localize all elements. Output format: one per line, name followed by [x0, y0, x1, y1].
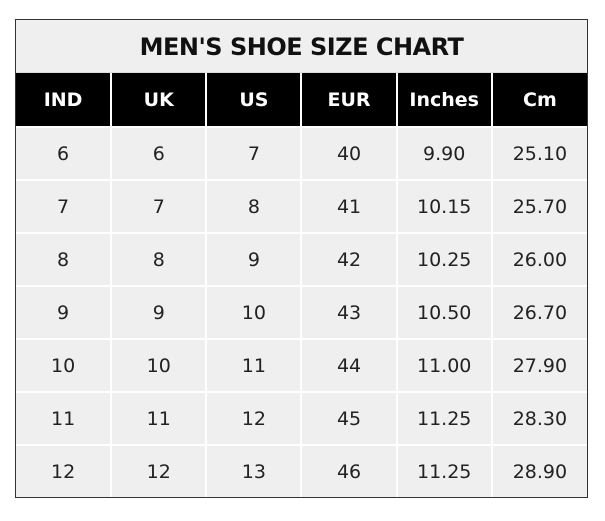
cell-uk: 6	[110, 126, 208, 181]
chart-title: MEN'S SHOE SIZE CHART	[16, 20, 587, 73]
cell-cm: 26.00	[490, 232, 587, 287]
cell-eur: 43	[300, 285, 398, 340]
column-header-ind: IND	[16, 73, 113, 127]
cell-ind: 6	[16, 126, 113, 181]
cell-eur: 45	[300, 391, 398, 446]
cell-us: 10	[205, 285, 303, 340]
column-header-eur: EUR	[300, 73, 398, 127]
cell-ind: 12	[16, 444, 113, 497]
cell-inches: 10.50	[395, 285, 493, 340]
cell-eur: 44	[300, 338, 398, 393]
cell-inches: 9.90	[395, 126, 493, 181]
cell-cm: 28.90	[490, 444, 587, 497]
size-chart: MEN'S SHOE SIZE CHART IND UK US EUR Inches Cm…	[15, 19, 588, 498]
column-header-inches: Inches	[395, 73, 493, 127]
cell-eur: 46	[300, 444, 398, 497]
cell-inches: 10.25	[395, 232, 493, 287]
column-header-uk: UK	[110, 73, 208, 127]
cell-uk: 8	[110, 232, 208, 287]
cell-inches: 10.15	[395, 179, 493, 234]
cell-ind: 9	[16, 285, 113, 340]
cell-inches: 11.00	[395, 338, 493, 393]
cell-us: 13	[205, 444, 303, 497]
table-row: 10 10 11 44 11.00 27.90	[16, 338, 587, 393]
column-header-cm: Cm	[490, 73, 587, 127]
cell-uk: 9	[110, 285, 208, 340]
table-row: 12 12 13 46 11.25 28.90	[16, 444, 587, 497]
cell-inches: 11.25	[395, 391, 493, 446]
cell-us: 12	[205, 391, 303, 446]
table-row: 6 6 7 40 9.90 25.10	[16, 126, 587, 181]
cell-ind: 11	[16, 391, 113, 446]
table-row: 8 8 9 42 10.25 26.00	[16, 232, 587, 287]
cell-eur: 42	[300, 232, 398, 287]
table-row: 7 7 8 41 10.15 25.70	[16, 179, 587, 234]
cell-cm: 28.30	[490, 391, 587, 446]
cell-us: 7	[205, 126, 303, 181]
column-header-us: US	[205, 73, 303, 127]
cell-ind: 8	[16, 232, 113, 287]
cell-inches: 11.25	[395, 444, 493, 497]
cell-eur: 40	[300, 126, 398, 181]
cell-uk: 11	[110, 391, 208, 446]
header-row: IND UK US EUR Inches Cm	[16, 73, 587, 127]
cell-uk: 10	[110, 338, 208, 393]
cell-ind: 10	[16, 338, 113, 393]
cell-us: 8	[205, 179, 303, 234]
table-row: 11 11 12 45 11.25 28.30	[16, 391, 587, 446]
cell-us: 9	[205, 232, 303, 287]
size-table: IND UK US EUR Inches Cm 6 6 7 40 9.90 25.10 7 7 8 41 10…	[16, 73, 587, 497]
cell-cm: 25.70	[490, 179, 587, 234]
cell-us: 11	[205, 338, 303, 393]
cell-uk: 7	[110, 179, 208, 234]
cell-cm: 27.90	[490, 338, 587, 393]
cell-cm: 26.70	[490, 285, 587, 340]
cell-cm: 25.10	[490, 126, 587, 181]
cell-ind: 7	[16, 179, 113, 234]
table-row: 9 9 10 43 10.50 26.70	[16, 285, 587, 340]
cell-uk: 12	[110, 444, 208, 497]
cell-eur: 41	[300, 179, 398, 234]
